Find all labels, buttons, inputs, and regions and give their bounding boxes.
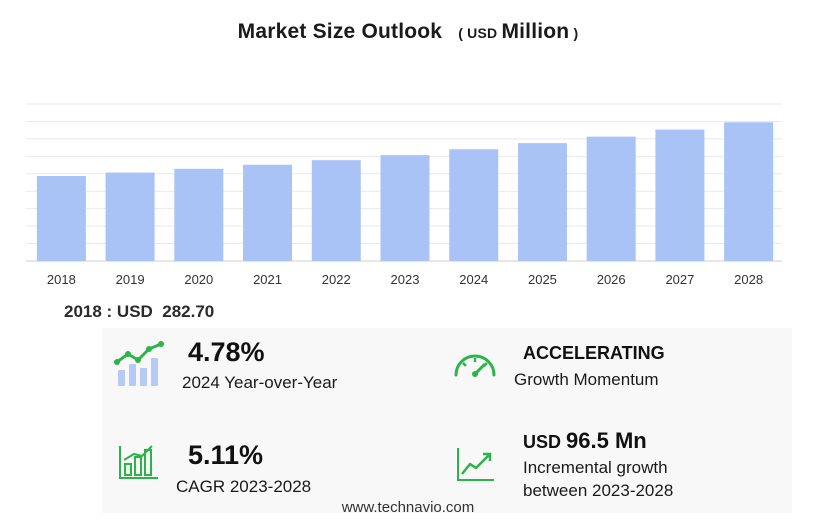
- incremental-label-line1: Incremental growth: [523, 458, 668, 477]
- yoy-value: 4.78%: [188, 337, 265, 367]
- x-tick-label-2018: 2018: [47, 272, 76, 287]
- bar-2018: [36, 175, 86, 261]
- chart-title: Market Size Outlook ( USD Million ): [0, 20, 816, 44]
- bar-2019: [105, 172, 155, 261]
- incremental-label-line2: between 2023-2028: [523, 481, 674, 500]
- bar-chart-growth-icon: [114, 341, 164, 386]
- x-tick-label-2021: 2021: [253, 272, 282, 287]
- yoy-label: 2024 Year-over-Year: [182, 373, 338, 392]
- x-tick-label-2024: 2024: [459, 272, 488, 287]
- x-tick-label-2025: 2025: [528, 272, 557, 287]
- bar-2028: [724, 122, 774, 261]
- bar-2024: [449, 149, 499, 261]
- bar-2022: [311, 160, 361, 261]
- bar-2027: [655, 129, 705, 261]
- base-year-label: 2018 : USD 282.70: [64, 302, 215, 321]
- x-tick-label-2019: 2019: [116, 272, 145, 287]
- incremental-heading: USD 96.5 Mn: [523, 428, 647, 454]
- cagr-label: CAGR 2023-2028: [176, 477, 312, 496]
- bar-2023: [380, 155, 430, 261]
- title-unit-main: Million: [501, 20, 570, 43]
- momentum-label: Growth Momentum: [514, 370, 659, 389]
- incremental-prefix: USD: [523, 432, 562, 452]
- bar-2020: [174, 168, 224, 261]
- momentum-heading: ACCELERATING: [523, 343, 665, 363]
- x-tick-label-2020: 2020: [184, 272, 213, 287]
- bar-2025: [517, 143, 567, 261]
- kpi-panel: [102, 328, 792, 513]
- line-chart-icon: [457, 448, 494, 481]
- x-tick-label-2022: 2022: [322, 272, 351, 287]
- bar-chart: 2018 2019 2020 2021 2022 2023 2024 2025 2026 2027…: [26, 103, 782, 287]
- bar-chart-icon: [119, 445, 158, 479]
- cagr-value: 5.11%: [188, 440, 264, 470]
- footer-url: www.technavio.com: [341, 499, 475, 516]
- x-tick-label-2028: 2028: [734, 272, 763, 287]
- speedometer-icon: [454, 354, 496, 377]
- bar-2021: [243, 164, 293, 261]
- title-unit: ( USD Million ): [458, 20, 579, 43]
- incremental-value: 96.5 Mn: [566, 428, 647, 453]
- title-unit-prefix: ( USD: [458, 25, 498, 41]
- x-tick-label-2027: 2027: [665, 272, 694, 287]
- x-tick-label-2026: 2026: [597, 272, 626, 287]
- bar-2026: [586, 136, 636, 261]
- title-unit-suffix: ): [573, 25, 579, 41]
- title-text: Market Size Outlook: [237, 20, 443, 43]
- x-tick-label-2023: 2023: [391, 272, 420, 287]
